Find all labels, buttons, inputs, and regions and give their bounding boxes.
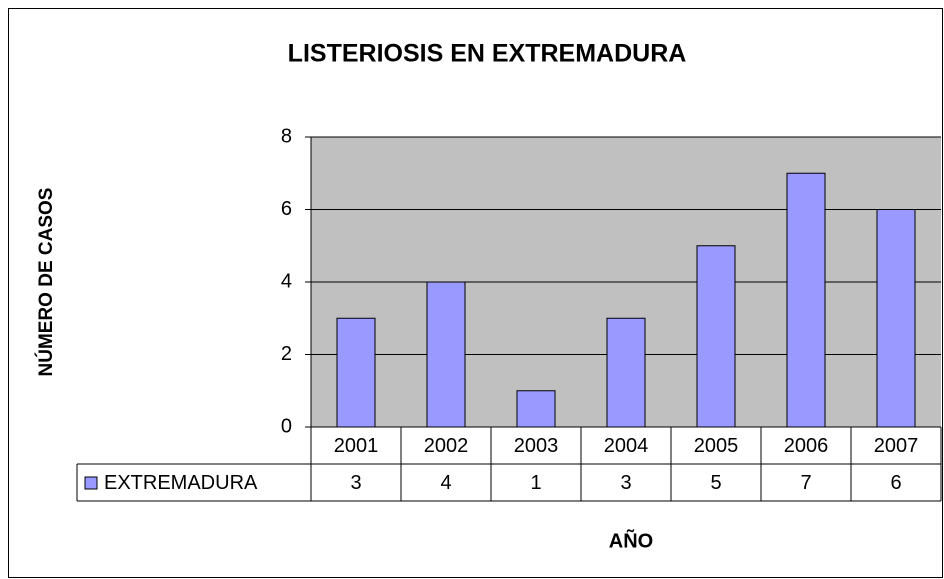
y-tick-label: 6 (281, 198, 292, 220)
bar (786, 172, 826, 428)
y-axis-title: NÚMERO DE CASOS (35, 188, 57, 377)
table-value: 4 (440, 472, 451, 494)
bar (426, 281, 466, 428)
x-tick-label: 2004 (604, 435, 649, 457)
x-tick-label: 2006 (784, 435, 829, 457)
bar (336, 317, 376, 428)
legend-label: EXTREMADURA (104, 472, 258, 494)
y-tick-label: 2 (281, 343, 292, 365)
bar (516, 390, 556, 428)
table-value: 7 (800, 472, 811, 494)
table-value: 1 (530, 472, 541, 494)
table-value: 3 (620, 472, 631, 494)
x-tick-label: 2001 (334, 435, 379, 457)
bar (696, 245, 736, 428)
table-value: 5 (710, 472, 721, 494)
legend-key (84, 476, 98, 490)
chart-title: LISTERIOSIS EN EXTREMADURA (288, 40, 687, 68)
x-tick-label: 2005 (694, 435, 739, 457)
table-value: 3 (350, 472, 361, 494)
y-tick-label: 0 (281, 415, 292, 437)
table-value: 6 (890, 472, 901, 494)
y-tick-label: 4 (281, 270, 292, 292)
y-tick-label: 8 (281, 125, 292, 147)
bar (606, 317, 646, 428)
x-axis-title: AÑO (609, 529, 653, 552)
bar (876, 209, 916, 428)
x-tick-label: 2003 (514, 435, 559, 457)
x-tick-label: 2007 (874, 435, 919, 457)
x-tick-label: 2002 (424, 435, 469, 457)
